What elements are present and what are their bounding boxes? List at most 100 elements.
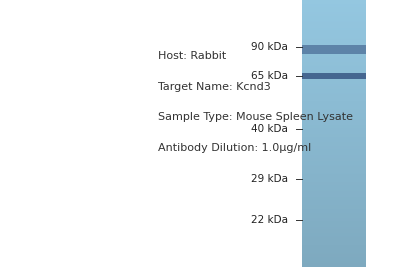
Bar bbox=[302, 18, 366, 19]
Bar bbox=[302, 238, 366, 239]
Bar bbox=[302, 17, 366, 18]
Bar bbox=[302, 135, 366, 136]
Bar bbox=[302, 182, 366, 183]
Bar bbox=[302, 33, 366, 34]
Bar bbox=[302, 77, 366, 78]
Bar bbox=[302, 240, 366, 241]
Bar bbox=[302, 241, 366, 242]
Bar bbox=[302, 102, 366, 103]
Bar bbox=[302, 63, 366, 64]
Bar bbox=[302, 142, 366, 143]
Bar bbox=[302, 83, 366, 84]
Bar bbox=[302, 40, 366, 41]
Text: 29 kDa: 29 kDa bbox=[251, 174, 288, 184]
Bar bbox=[302, 24, 366, 25]
Bar bbox=[302, 96, 366, 97]
Bar bbox=[302, 196, 366, 197]
FancyBboxPatch shape bbox=[302, 45, 366, 54]
Bar bbox=[302, 61, 366, 62]
Bar bbox=[302, 168, 366, 169]
Text: 22 kDa: 22 kDa bbox=[251, 215, 288, 225]
Bar bbox=[302, 210, 366, 211]
Bar bbox=[302, 129, 366, 130]
Bar bbox=[302, 181, 366, 182]
Bar bbox=[302, 101, 366, 102]
Bar bbox=[302, 186, 366, 187]
Bar bbox=[302, 54, 366, 55]
Bar bbox=[302, 260, 366, 261]
Bar bbox=[302, 172, 366, 173]
Bar bbox=[302, 140, 366, 141]
Bar bbox=[302, 132, 366, 133]
Text: 40 kDa: 40 kDa bbox=[251, 124, 288, 135]
Bar bbox=[302, 45, 366, 46]
Bar bbox=[302, 197, 366, 198]
Bar bbox=[302, 71, 366, 72]
Bar bbox=[302, 86, 366, 87]
Bar bbox=[302, 222, 366, 223]
Bar bbox=[302, 128, 366, 129]
Bar bbox=[302, 31, 366, 32]
Bar bbox=[302, 46, 366, 47]
Bar bbox=[302, 53, 366, 54]
Bar bbox=[302, 56, 366, 57]
Bar bbox=[302, 22, 366, 23]
Bar bbox=[302, 155, 366, 156]
Bar bbox=[302, 227, 366, 228]
Bar bbox=[302, 246, 366, 248]
Bar bbox=[302, 23, 366, 24]
Bar bbox=[302, 204, 366, 205]
Bar bbox=[302, 224, 366, 225]
Bar bbox=[302, 133, 366, 134]
Bar bbox=[302, 111, 366, 112]
Bar bbox=[302, 95, 366, 96]
Bar bbox=[302, 236, 366, 237]
Bar bbox=[302, 202, 366, 203]
Bar bbox=[302, 103, 366, 104]
Bar bbox=[302, 239, 366, 240]
Bar bbox=[302, 69, 366, 70]
Bar bbox=[302, 215, 366, 216]
Bar bbox=[302, 117, 366, 118]
Bar bbox=[302, 92, 366, 93]
Bar bbox=[302, 264, 366, 265]
Bar bbox=[302, 68, 366, 69]
Bar bbox=[302, 158, 366, 159]
Bar bbox=[302, 150, 366, 151]
Bar bbox=[302, 175, 366, 176]
Bar bbox=[302, 118, 366, 119]
Bar bbox=[302, 74, 366, 75]
Bar bbox=[302, 30, 366, 31]
Bar bbox=[302, 162, 366, 163]
Bar bbox=[302, 50, 366, 51]
Bar bbox=[302, 214, 366, 215]
Bar bbox=[302, 244, 366, 245]
Bar bbox=[302, 48, 366, 49]
Bar bbox=[302, 171, 366, 172]
Bar bbox=[302, 176, 366, 177]
Bar bbox=[302, 124, 366, 125]
Bar bbox=[302, 121, 366, 122]
Bar bbox=[302, 51, 366, 52]
Bar bbox=[302, 251, 366, 252]
Bar bbox=[302, 28, 366, 29]
Bar bbox=[302, 79, 366, 80]
Bar bbox=[302, 52, 366, 53]
Bar bbox=[302, 39, 366, 40]
Bar bbox=[302, 5, 366, 6]
Bar bbox=[302, 231, 366, 232]
Text: Host: Rabbit: Host: Rabbit bbox=[158, 51, 226, 61]
Bar bbox=[302, 88, 366, 89]
Bar bbox=[302, 154, 366, 155]
Bar bbox=[302, 66, 366, 67]
Bar bbox=[302, 55, 366, 56]
Bar bbox=[302, 107, 366, 108]
Bar bbox=[302, 113, 366, 114]
Bar bbox=[302, 34, 366, 35]
Bar bbox=[302, 174, 366, 175]
Bar bbox=[302, 245, 366, 246]
Bar bbox=[302, 163, 366, 164]
Bar bbox=[302, 11, 366, 13]
Bar bbox=[302, 60, 366, 61]
Bar bbox=[302, 220, 366, 221]
